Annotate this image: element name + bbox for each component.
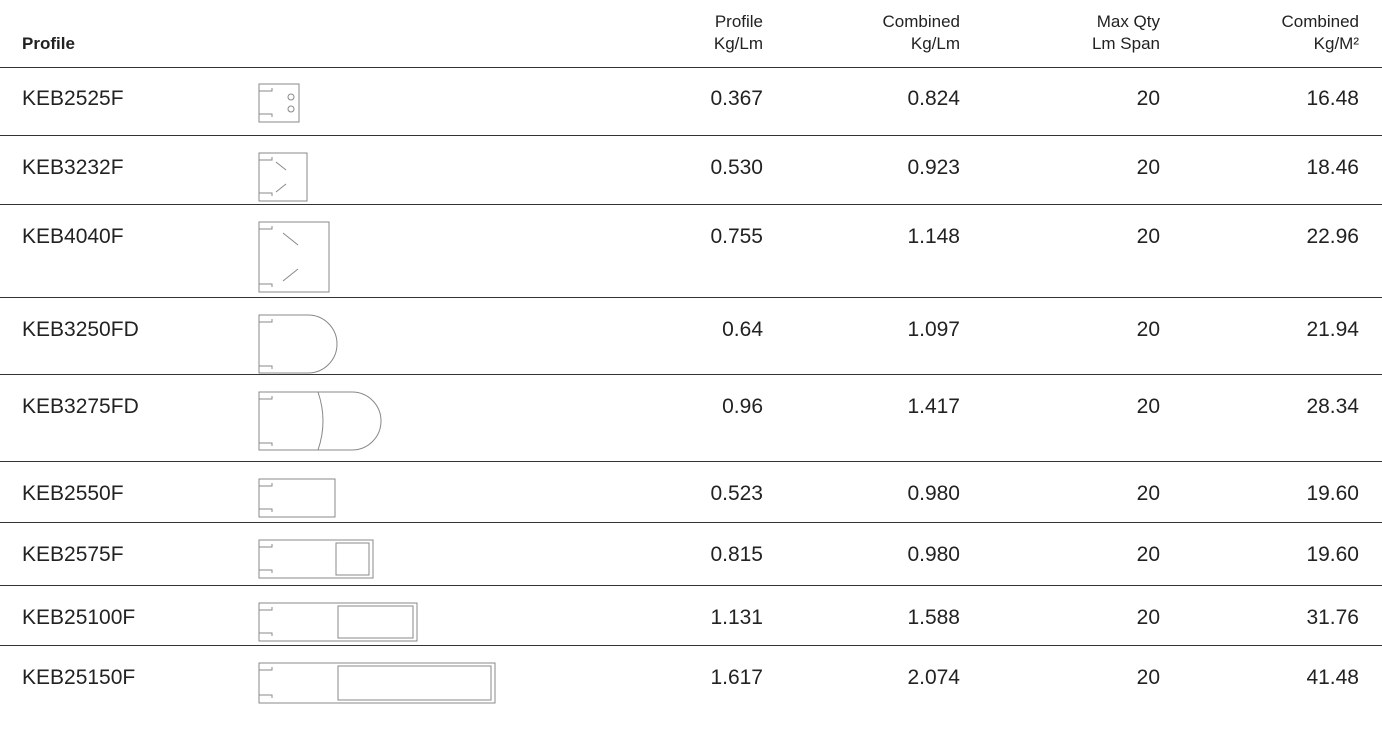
table-cell: 20	[1136, 395, 1160, 418]
table-cell: 31.76	[1306, 606, 1359, 629]
table-cell: KEB3250FD	[22, 318, 139, 341]
table-cell: 1.131	[710, 606, 763, 629]
table-cell: 0.755	[710, 225, 763, 248]
profile-icon	[258, 602, 418, 642]
header-cell: Profile	[22, 33, 75, 55]
table-cell: 0.980	[907, 482, 960, 505]
table-cell: 20	[1136, 666, 1160, 689]
table-cell: KEB25100F	[22, 606, 136, 629]
table-cell: KEB4040F	[22, 225, 124, 248]
header-text: Profile	[714, 12, 763, 31]
table-cell: 1.417	[907, 395, 960, 418]
table-row: KEB2550F 0.523 0.980 20 19.60	[0, 462, 1382, 523]
table-row: KEB3275FD 0.96 1.417 20 28.34	[0, 375, 1382, 462]
table-cell: KEB25150F	[22, 666, 136, 689]
table-cell: 22.96	[1306, 225, 1359, 248]
table-row: KEB3250FD 0.64 1.097 20 21.94	[0, 298, 1382, 375]
header-cell: Max Qty Lm Span	[1092, 11, 1160, 55]
profile-icon	[258, 391, 382, 451]
table-row: KEB25150F 1.617 2.074 20 41.48	[0, 646, 1382, 739]
table-cell: 28.34	[1306, 395, 1359, 418]
header-text: Kg/Lm	[910, 34, 960, 53]
table-cell: 0.824	[907, 87, 960, 110]
table-cell: 21.94	[1306, 318, 1359, 341]
table-cell: 20	[1136, 87, 1160, 110]
table-cell: 16.48	[1306, 87, 1359, 110]
table-cell: 20	[1136, 318, 1160, 341]
table-cell: 19.60	[1306, 543, 1359, 566]
table-cell: 20	[1136, 543, 1160, 566]
table-cell: 2.074	[907, 666, 960, 689]
table-header: Profile Profile Kg/Lm Combined Kg/Lm Max Qty L…	[0, 0, 1382, 68]
table-row: KEB4040F 0.755 1.148 20 22.96	[0, 205, 1382, 298]
header-text: Kg/M²	[1313, 34, 1359, 53]
header-text: Lm Span	[1091, 34, 1160, 53]
header-text: Combined	[882, 12, 961, 31]
profile-icon	[258, 83, 300, 123]
table-cell: 1.617	[710, 666, 763, 689]
table-cell: 1.148	[907, 225, 960, 248]
table-cell: 20	[1136, 156, 1160, 179]
profile-icon	[258, 152, 308, 202]
table-cell: 1.097	[907, 318, 960, 341]
header-cell: Profile Kg/Lm	[714, 11, 763, 55]
table-cell: KEB2575F	[22, 543, 124, 566]
table-cell: 0.923	[907, 156, 960, 179]
table-cell: 19.60	[1306, 482, 1359, 505]
table-cell: 0.367	[710, 87, 763, 110]
profile-icon	[258, 221, 330, 293]
table-cell: 1.588	[907, 606, 960, 629]
table-cell: 20	[1136, 225, 1160, 248]
table-cell: 0.815	[710, 543, 763, 566]
header-cell: Combined Kg/Lm	[883, 11, 961, 55]
table-cell: 20	[1136, 482, 1160, 505]
table-cell: KEB2525F	[22, 87, 124, 110]
header-text: Kg/Lm	[713, 34, 763, 53]
table-cell: 0.523	[710, 482, 763, 505]
table-cell: 0.96	[722, 395, 763, 418]
table-cell: KEB2550F	[22, 482, 124, 505]
table-cell: 0.980	[907, 543, 960, 566]
table-cell: KEB3275FD	[22, 395, 139, 418]
profile-icon	[258, 539, 374, 579]
header-text: Combined	[1281, 12, 1360, 31]
table-row: KEB3232F 0.530 0.923 20 18.46	[0, 136, 1382, 205]
profile-icon	[258, 314, 338, 374]
table-cell: 41.48	[1306, 666, 1359, 689]
table-cell: KEB3232F	[22, 156, 124, 179]
table-cell: 18.46	[1306, 156, 1359, 179]
header-cell: Combined Kg/M²	[1282, 11, 1360, 55]
table-row: KEB2575F 0.815 0.980 20 19.60	[0, 523, 1382, 586]
table-row: KEB25100F 1.131 1.588 20 31.76	[0, 586, 1382, 646]
profile-icon	[258, 662, 496, 704]
table-row: KEB2525F 0.367 0.824 20 16.48	[0, 67, 1382, 136]
table-cell: 20	[1136, 606, 1160, 629]
table-cell: 0.64	[722, 318, 763, 341]
profile-icon	[258, 478, 336, 518]
header-text: Max Qty	[1096, 12, 1160, 31]
table-cell: 0.530	[710, 156, 763, 179]
header-text: Profile	[22, 34, 75, 53]
